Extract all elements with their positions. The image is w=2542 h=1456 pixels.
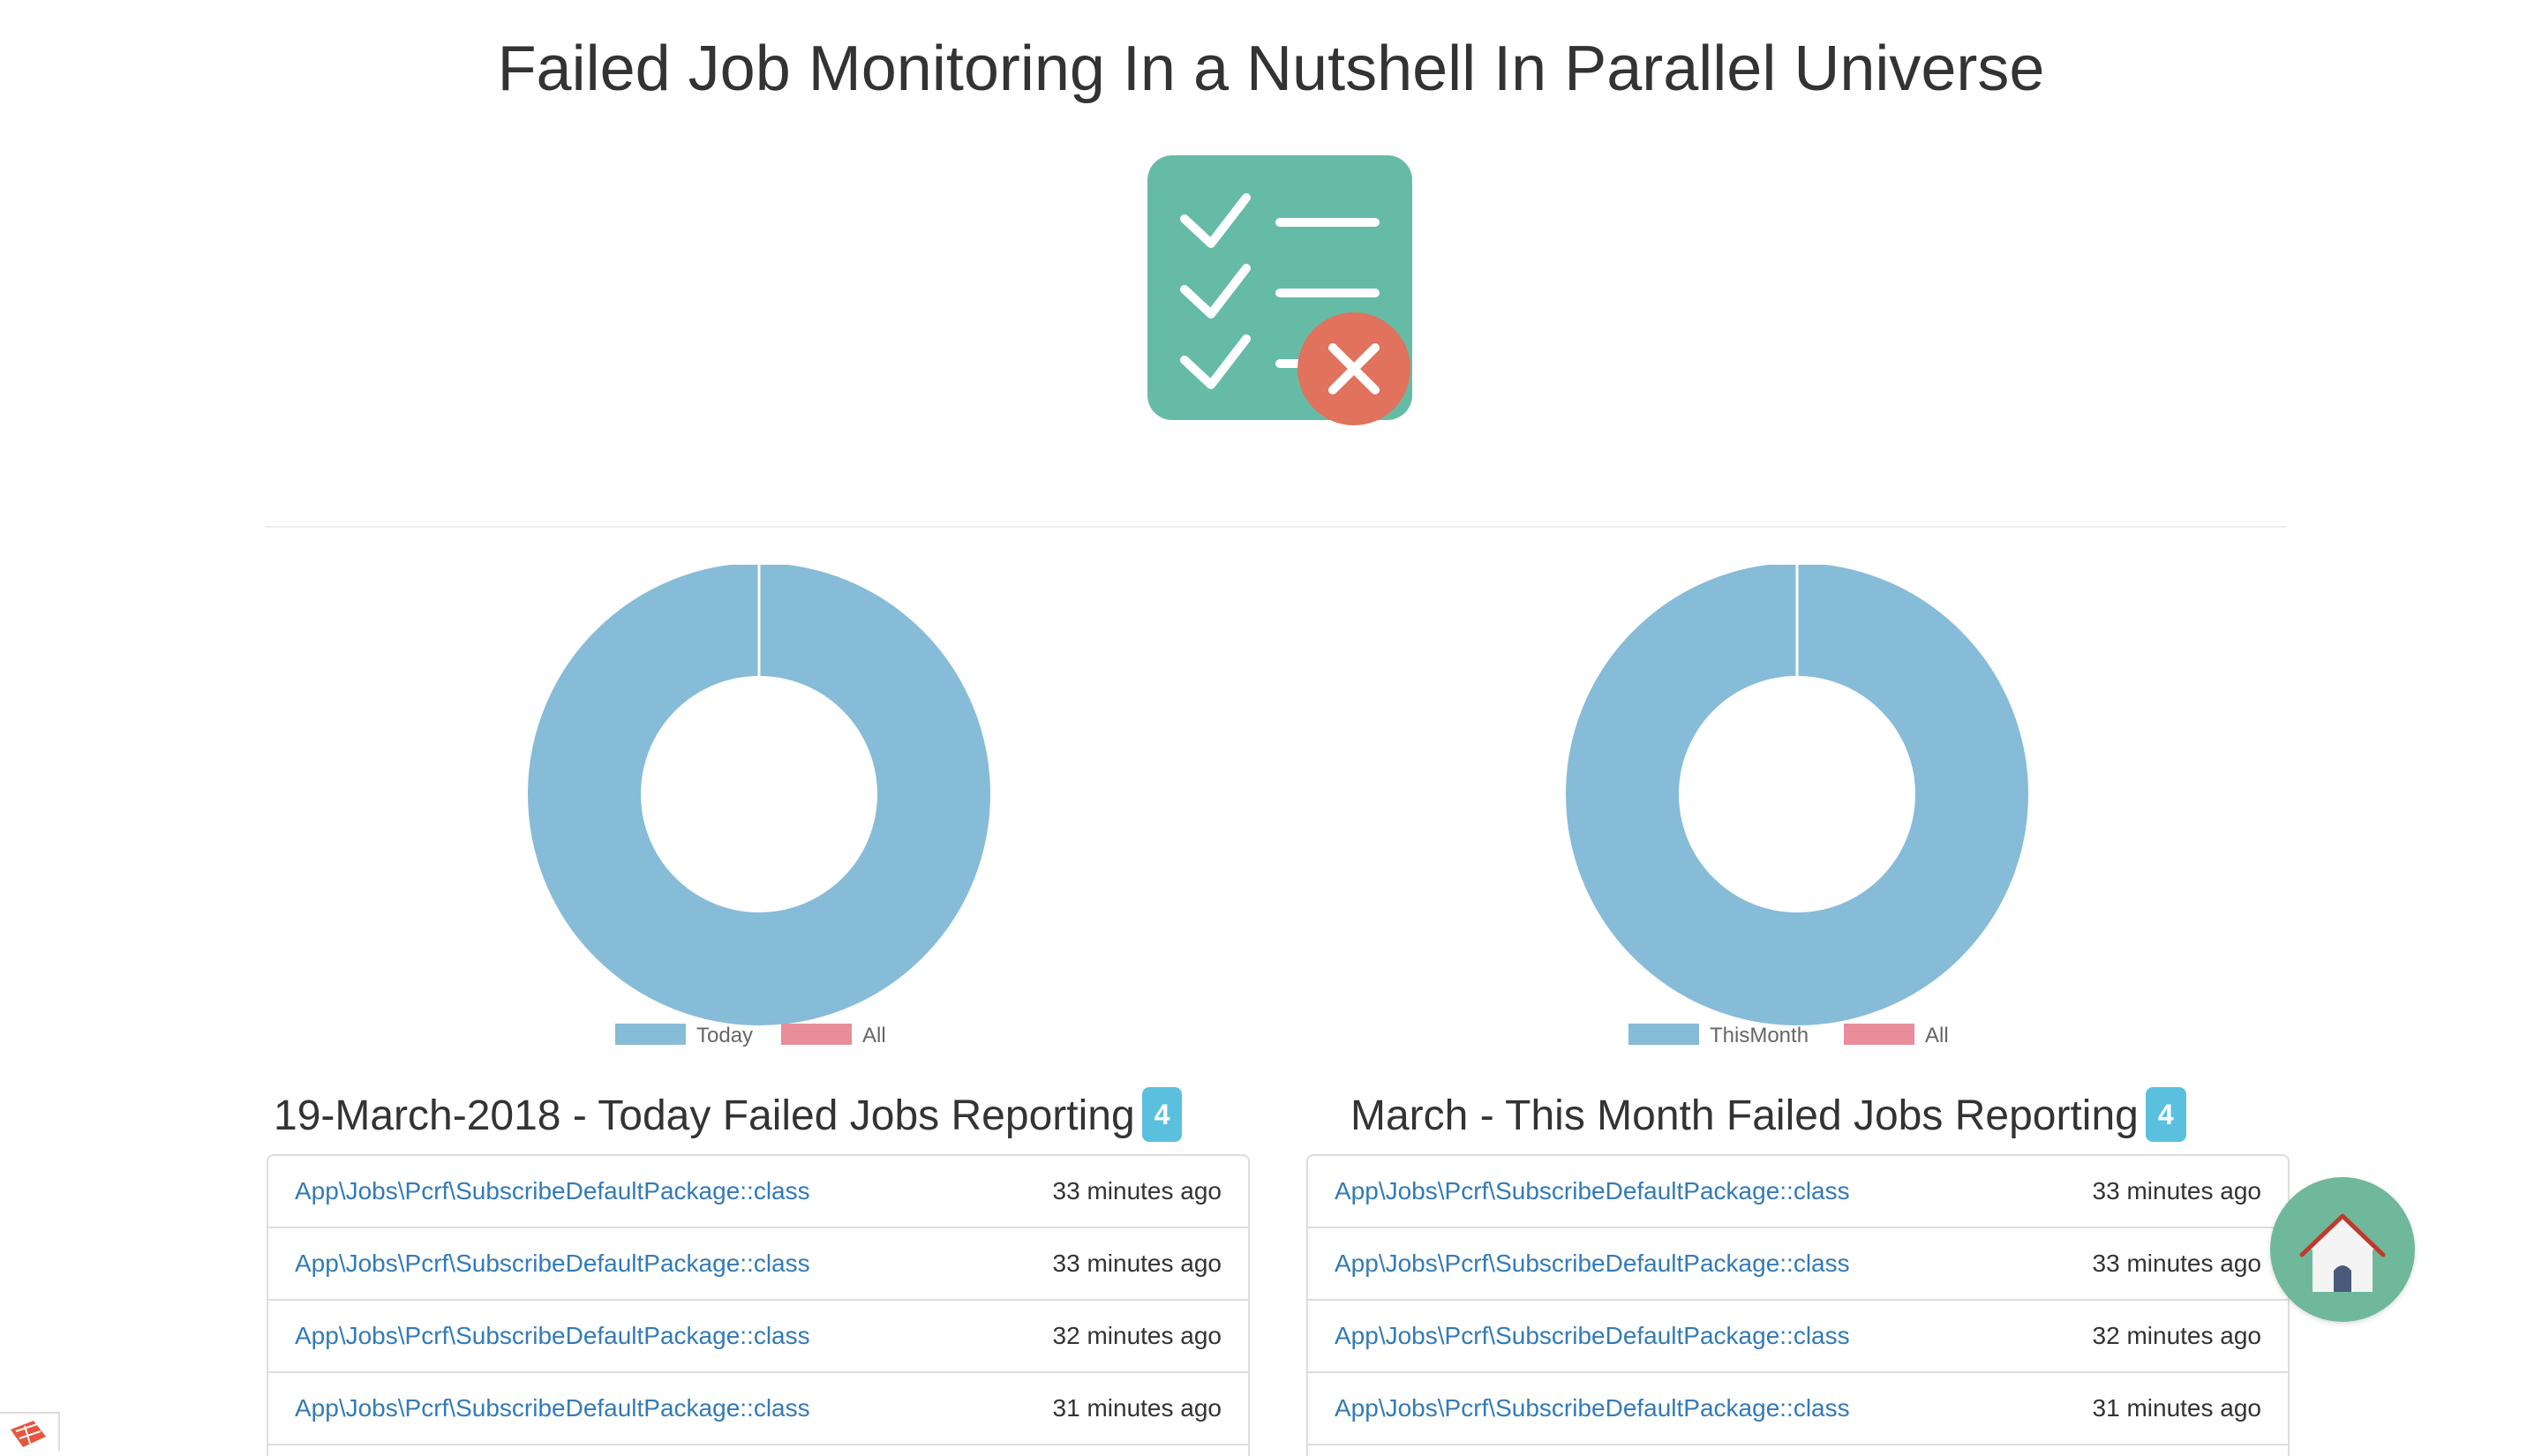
home-button[interactable] — [2270, 1177, 2415, 1322]
legend-label-all: All — [862, 1024, 886, 1047]
job-time: 33 minutes ago — [1052, 1250, 1222, 1277]
legend-label-thismonth: ThisMonth — [1710, 1024, 1809, 1047]
list-item: App\Jobs\Pcrf\SubscribeDefaultPackage::c… — [268, 1373, 1248, 1445]
list-item: App\Jobs\Pcrf\SubscribeDefaultPackage::c… — [1308, 1228, 2288, 1301]
job-link[interactable]: App\Jobs\Pcrf\SubscribeDefaultPackage::c… — [295, 1177, 810, 1205]
today-panel-title: 19-March-2018 - Today Failed Jobs Report… — [274, 1087, 1183, 1145]
section-divider — [265, 526, 2286, 528]
legend-swatch-thismonth — [1628, 1024, 1699, 1045]
job-time: 31 minutes ago — [1052, 1394, 1222, 1422]
job-time: 33 minutes ago — [2092, 1250, 2261, 1277]
job-time: 33 minutes ago — [1052, 1177, 1222, 1205]
legend-label-all: All — [1925, 1024, 1949, 1047]
job-time: 32 minutes ago — [1052, 1322, 1222, 1349]
legend-swatch-today — [615, 1024, 686, 1045]
page-title: Failed Job Monitoring In a Nutshell In P… — [497, 34, 2045, 104]
today-panel-heading: 19-March-2018 - Today Failed Jobs Report… — [274, 1092, 1135, 1139]
legend-swatch-all — [1844, 1024, 1914, 1045]
job-link[interactable]: App\Jobs\Pcrf\SubscribeDefaultPackage::c… — [1335, 1177, 1850, 1205]
month-count-badge: 4 — [2145, 1087, 2186, 1143]
list-item: App\Jobs\Pcrf\SubscribeDefaultPackage::c… — [1308, 1156, 2288, 1228]
job-link[interactable]: App\Jobs\Pcrf\SubscribeDefaultPackage::c… — [295, 1322, 810, 1349]
debugbar-icon[interactable] — [0, 1412, 60, 1451]
job-link[interactable]: App\Jobs\Pcrf\SubscribeDefaultPackage::c… — [1335, 1250, 1850, 1277]
job-link[interactable]: App\Jobs\Pcrf\SubscribeDefaultPackage::c… — [295, 1250, 810, 1277]
job-time: 33 minutes ago — [2092, 1177, 2261, 1205]
list-item: App\Jobs\Pcrf\SubscribeDefaultPackage::c… — [268, 1301, 1248, 1373]
home-icon — [2299, 1213, 2386, 1292]
job-link[interactable]: App\Jobs\Pcrf\SubscribeDefaultPackage::c… — [1335, 1394, 1850, 1422]
month-panel-heading: March - This Month Failed Jobs Reporting — [1350, 1092, 2139, 1139]
list-item: App\Jobs\Pcrf\SubscribeDefaultPackage::c… — [1308, 1301, 2288, 1373]
today-donut-chart: Today All — [494, 565, 1024, 1059]
legend-swatch-all — [781, 1024, 852, 1045]
month-donut-chart: ThisMonth All — [1532, 565, 2062, 1059]
list-item: App\Jobs\Pcrf\SubscribeDefaultPackage::c… — [268, 1228, 1248, 1301]
list-item: App\Jobs\Pcrf\SubscribeDefaultPackage::c… — [1308, 1373, 2288, 1445]
job-link[interactable]: App\Jobs\Pcrf\SubscribeDefaultPackage::c… — [295, 1394, 810, 1422]
legend-label-today: Today — [696, 1024, 753, 1047]
today-count-badge: 4 — [1141, 1087, 1183, 1143]
job-link[interactable]: App\Jobs\Pcrf\SubscribeDefaultPackage::c… — [1335, 1322, 1850, 1349]
job-time: 32 minutes ago — [2092, 1322, 2261, 1349]
error-x-icon — [1296, 311, 1412, 427]
month-panel-title: March - This Month Failed Jobs Reporting… — [1350, 1087, 2186, 1145]
month-failed-jobs-list: App\Jobs\Pcrf\SubscribeDefaultPackage::c… — [1306, 1154, 2290, 1456]
today-failed-jobs-list: App\Jobs\Pcrf\SubscribeDefaultPackage::c… — [267, 1154, 1250, 1456]
job-time: 31 minutes ago — [2092, 1394, 2261, 1422]
list-item: App\Jobs\Pcrf\SubscribeDefaultPackage::c… — [268, 1156, 1248, 1228]
